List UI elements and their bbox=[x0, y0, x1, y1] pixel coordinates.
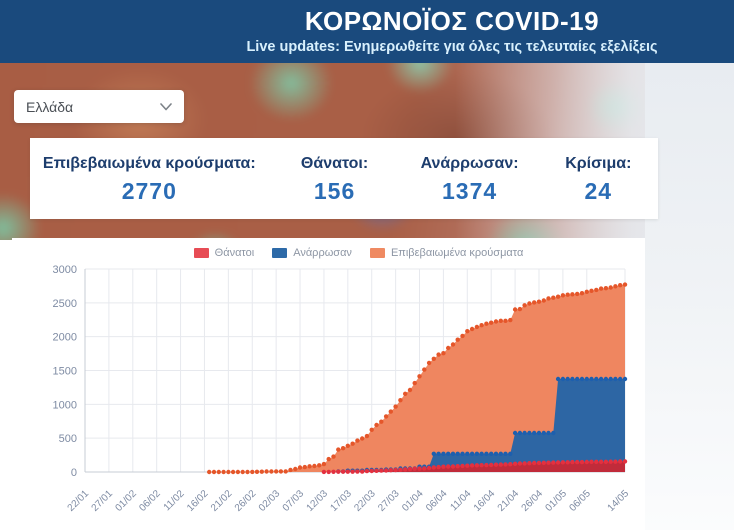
confirmed-legend-swatch-icon bbox=[369, 248, 385, 258]
svg-text:01/05: 01/05 bbox=[544, 488, 570, 514]
svg-text:26/02: 26/02 bbox=[233, 488, 259, 514]
legend-item-deaths[interactable]: Θάνατοι bbox=[193, 247, 255, 259]
stat-recovered-label: Ανάρρωσαν: bbox=[420, 154, 519, 172]
cases-area-chart: 05001000150020002500300022/0127/0101/020… bbox=[53, 264, 632, 514]
stat-confirmed-label: Επιβεβαιωμένα κρούσματα: bbox=[42, 154, 256, 172]
legend-item-confirmed[interactable]: Επιβεβαιωμένα κρούσματα bbox=[369, 247, 524, 259]
svg-text:17/03: 17/03 bbox=[328, 488, 354, 514]
stat-critical-label: Κρίσιμα: bbox=[565, 154, 632, 172]
svg-text:02/03: 02/03 bbox=[257, 488, 283, 514]
svg-text:0: 0 bbox=[71, 467, 77, 479]
chart-legend: Θάνατοι Ανάρρωσαν Επιβεβαιωμένα κρούσματ… bbox=[12, 247, 645, 259]
svg-text:06/02: 06/02 bbox=[137, 488, 163, 514]
svg-text:27/03: 27/03 bbox=[376, 488, 402, 514]
stat-critical: Κρίσιμα: 24 bbox=[539, 153, 658, 205]
recovered-legend-swatch-icon bbox=[272, 248, 288, 258]
recovered-legend-label: Ανάρρωσαν bbox=[293, 247, 352, 259]
svg-text:1500: 1500 bbox=[53, 366, 77, 378]
stat-deaths-value: 156 bbox=[313, 177, 356, 204]
chevron-down-icon bbox=[160, 102, 172, 110]
stat-confirmed: Επιβεβαιωμένα κρούσματα: 2770 bbox=[30, 153, 269, 205]
svg-text:06/05: 06/05 bbox=[567, 488, 593, 514]
svg-text:500: 500 bbox=[59, 433, 77, 445]
stat-critical-value: 24 bbox=[584, 177, 613, 204]
stat-recovered-value: 1374 bbox=[441, 177, 498, 204]
stats-panel: Επιβεβαιωμένα κρούσματα: 2770 Θάνατοι: 1… bbox=[30, 138, 658, 219]
page-title: ΚΟΡΩΝΟΪΟΣ COVID-19 bbox=[304, 6, 600, 37]
stat-deaths-label: Θάνατοι: bbox=[300, 154, 369, 172]
svg-text:22/01: 22/01 bbox=[66, 488, 92, 514]
svg-text:26/04: 26/04 bbox=[520, 488, 546, 514]
svg-text:01/02: 01/02 bbox=[113, 488, 139, 514]
svg-text:16/04: 16/04 bbox=[472, 488, 498, 514]
svg-text:1000: 1000 bbox=[53, 399, 77, 411]
stat-deaths: Θάνατοι: 156 bbox=[269, 153, 401, 205]
app-header: ΚΟΡΩΝΟΪΟΣ COVID-19 Live updates: Ενημερω… bbox=[0, 0, 734, 63]
svg-text:07/03: 07/03 bbox=[281, 488, 307, 514]
stat-recovered: Ανάρρωσαν: 1374 bbox=[401, 153, 539, 205]
svg-text:27/01: 27/01 bbox=[90, 488, 116, 514]
confirmed-legend-label: Επιβεβαιωμένα κρούσματα bbox=[390, 247, 524, 259]
svg-text:3000: 3000 bbox=[53, 264, 77, 276]
svg-text:01/04: 01/04 bbox=[400, 488, 426, 514]
country-dropdown-value: Ελλάδα bbox=[26, 98, 74, 115]
svg-text:22/03: 22/03 bbox=[352, 488, 378, 514]
stat-confirmed-value: 2770 bbox=[121, 177, 177, 204]
svg-text:21/04: 21/04 bbox=[496, 488, 522, 514]
svg-text:12/03: 12/03 bbox=[305, 488, 331, 514]
svg-text:2000: 2000 bbox=[53, 332, 77, 344]
svg-text:14/05: 14/05 bbox=[606, 488, 632, 514]
svg-text:11/02: 11/02 bbox=[162, 488, 187, 513]
deaths-legend-swatch-icon bbox=[193, 248, 209, 258]
svg-text:21/02: 21/02 bbox=[209, 488, 235, 514]
legend-item-recovered[interactable]: Ανάρρωσαν bbox=[272, 247, 352, 259]
chart-panel: 0 500 1000 1500 2000 2500 3000 22/01 27/01 01/02 0… bbox=[12, 238, 645, 530]
svg-text:16/02: 16/02 bbox=[185, 488, 211, 514]
live-updates-subtitle: Live updates: Ενημερωθείτε για όλες τις … bbox=[246, 38, 658, 55]
svg-text:2500: 2500 bbox=[53, 298, 77, 310]
page-background-right bbox=[645, 63, 734, 530]
country-dropdown[interactable]: Ελλάδα bbox=[14, 90, 184, 123]
svg-text:11/04: 11/04 bbox=[448, 488, 473, 513]
svg-text:06/04: 06/04 bbox=[424, 488, 450, 514]
deaths-legend-label: Θάνατοι bbox=[214, 247, 255, 259]
